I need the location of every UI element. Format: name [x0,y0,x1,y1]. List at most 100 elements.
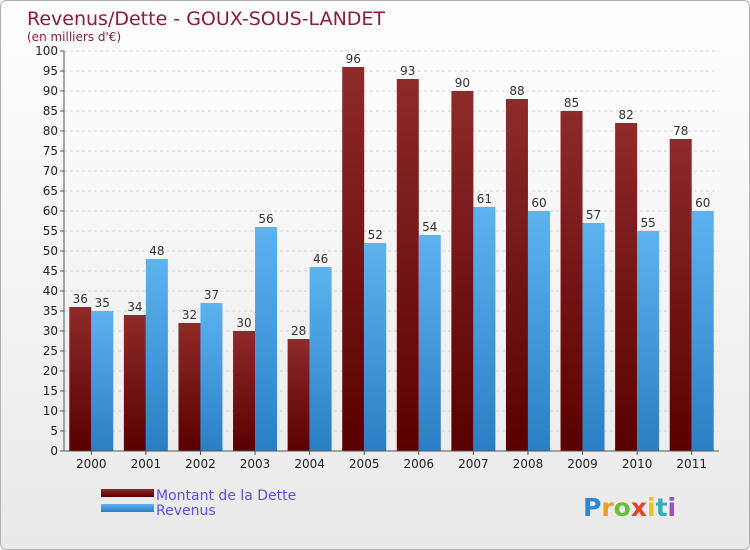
y-tick-label: 35 [43,304,58,318]
value-label: 48 [149,244,164,258]
bar-dette-2008 [505,99,528,451]
value-label: 78 [673,124,688,138]
y-tick-label: 15 [43,384,58,398]
y-tick-label: 85 [43,104,58,118]
value-label: 96 [346,52,361,66]
value-label: 46 [313,252,328,266]
value-label: 55 [640,216,655,230]
y-tick-label: 100 [35,44,58,58]
value-label: 56 [258,212,273,226]
bar-dette-2005 [342,67,365,451]
y-tick-label: 90 [43,84,58,98]
y-tick-label: 70 [43,164,58,178]
bar-revenus-2011 [691,211,714,451]
x-tick-label: 2000 [76,457,107,471]
x-tick-label: 2006 [404,457,435,471]
y-tick-label: 50 [43,244,58,258]
bar-revenus-2000 [91,311,114,451]
bar-dette-2004 [287,339,310,451]
x-tick-label: 2008 [513,457,544,471]
bar-revenus-2002 [200,303,223,451]
logo-letter: i [647,493,656,522]
y-tick-label: 5 [50,424,58,438]
logo-letter: i [668,493,677,522]
y-tick-label: 40 [43,284,58,298]
legend-label-dette: Montant de la Dette [156,488,296,504]
y-tick-label: 75 [43,144,58,158]
bar-revenus-2004 [309,267,332,451]
y-tick-label: 20 [43,364,58,378]
y-tick-label: 30 [43,324,58,338]
bar-dette-2010 [615,123,638,451]
chart-title: Revenus/Dette - GOUX-SOUS-LANDET [27,8,385,30]
bar-dette-2007 [451,91,474,451]
legend-swatch-dette [101,489,154,497]
value-label: 32 [182,308,197,322]
x-tick-label: 2011 [676,457,707,471]
value-labels: 36 35 34 48 32 37 30 56 28 46 96 52 93 54 90 61 88 60 85 57… [73,52,711,338]
value-label: 61 [477,192,492,206]
bar-dette-2006 [396,79,419,451]
bar-revenus-2001 [145,259,168,451]
y-tick-label: 45 [43,264,58,278]
value-label: 54 [422,220,437,234]
bar-dette-2009 [560,111,583,451]
y-axis: 0 5 10 15 20 25 30 35 40 45 50 55 60 65 70 75 80 85 90 95 10… [35,44,64,458]
y-tick-label: 60 [43,204,58,218]
value-label: 35 [95,296,110,310]
bar-revenus-2005 [364,243,387,451]
value-label: 90 [455,76,470,90]
value-label: 60 [695,196,710,210]
y-tick-label: 55 [43,224,58,238]
x-tick-label: 2005 [349,457,380,471]
value-label: 37 [204,288,219,302]
bar-revenus-2008 [527,211,550,451]
logo-text: Proxiti [583,493,676,522]
legend-label-revenus: Revenus [156,503,216,519]
bars [69,67,714,451]
x-axis: 2000 2001 2002 2003 2004 2005 2006 2007 2008 2009… [76,451,707,471]
x-tick-label: 2001 [131,457,162,471]
bar-dette-2001 [123,315,146,451]
y-tick-label: 80 [43,124,58,138]
bar-revenus-2010 [637,231,660,451]
proxiti-logo: Proxiti [583,493,676,522]
legend-swatch-revenus [101,504,154,512]
bar-revenus-2006 [418,235,441,451]
value-label: 34 [127,300,142,314]
x-tick-label: 2009 [567,457,598,471]
x-tick-label: 2010 [622,457,653,471]
chart-subtitle: (en milliers d'€) [27,30,121,44]
logo-letter: P [583,493,601,522]
value-label: 57 [586,208,601,222]
grid [64,50,719,432]
value-label: 30 [236,316,251,330]
bar-dette-2003 [233,331,256,451]
x-tick-label: 2007 [458,457,489,471]
bar-revenus-2007 [473,207,496,451]
bar-revenus-2009 [582,223,605,451]
x-tick-label: 2002 [185,457,216,471]
bar-dette-2002 [178,323,201,451]
value-label: 88 [509,84,524,98]
logo-letter: t [656,493,668,522]
bar-dette-2000 [69,307,92,451]
x-tick-label: 2004 [294,457,325,471]
bar-dette-2011 [669,139,692,451]
value-label: 52 [368,228,383,242]
logo-letter: x [631,493,647,522]
value-label: 36 [73,292,88,306]
value-label: 28 [291,324,306,338]
y-tick-label: 10 [43,404,58,418]
x-tick-label: 2003 [240,457,271,471]
value-label: 82 [618,108,633,122]
y-tick-label: 25 [43,344,58,358]
logo-letter: o [614,493,631,522]
value-label: 85 [564,96,579,110]
y-tick-label: 95 [43,64,58,78]
legend: Montant de la Dette Revenus [101,488,296,519]
y-tick-label: 65 [43,184,58,198]
y-tick-label: 0 [50,444,58,458]
